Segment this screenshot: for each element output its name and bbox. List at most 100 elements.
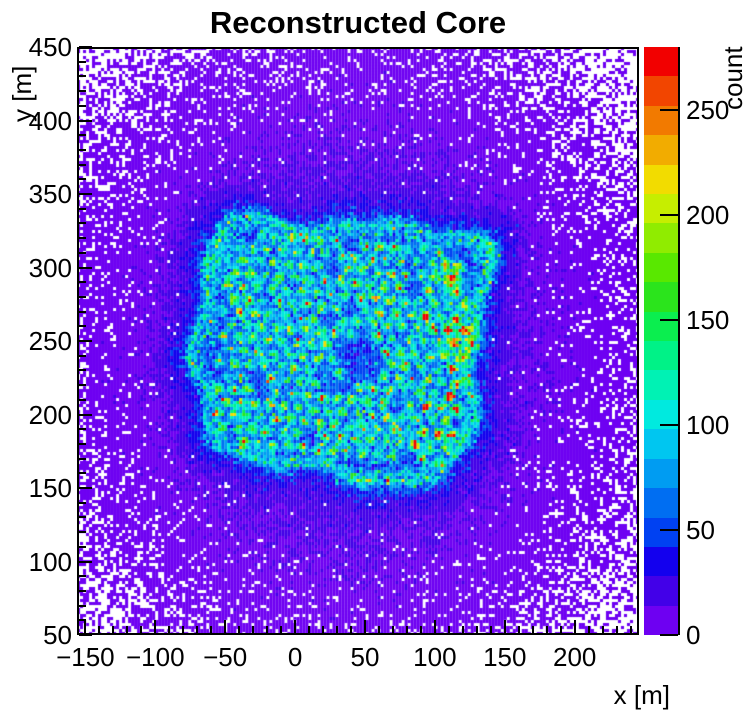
colorbar-band <box>644 76 678 106</box>
y-minor-tick <box>79 545 86 548</box>
y-tick-label: 150 <box>28 473 72 503</box>
y-minor-tick <box>79 310 86 313</box>
x-major-tick <box>294 620 297 633</box>
colorbar-band <box>644 164 678 195</box>
x-minor-tick <box>182 626 185 633</box>
x-major-tick <box>224 620 227 633</box>
colorbar-tick-label: 50 <box>686 515 715 545</box>
colorbar-band <box>644 223 678 253</box>
x-minor-tick <box>336 626 339 633</box>
colorbar-band <box>644 370 678 400</box>
x-minor-tick <box>489 626 492 633</box>
colorbar-band <box>644 135 678 165</box>
y-minor-tick <box>79 325 86 328</box>
y-tick-label: 350 <box>28 179 72 209</box>
x-major-tick <box>84 620 87 633</box>
x-minor-tick <box>545 626 548 633</box>
y-minor-tick <box>79 222 86 225</box>
x-minor-tick <box>280 626 283 633</box>
y-minor-tick <box>79 60 86 63</box>
x-major-tick <box>573 620 576 633</box>
colorbar-tick <box>660 109 678 111</box>
y-minor-tick <box>79 281 86 284</box>
y-major-tick <box>79 634 92 636</box>
heatmap-canvas <box>77 47 639 635</box>
x-minor-tick <box>517 626 520 633</box>
colorbar-tick-label: 200 <box>686 200 730 230</box>
y-axis-title: y [m] <box>7 65 37 122</box>
plot-title: Reconstructed Core <box>209 5 507 40</box>
colorbar-tick <box>660 319 678 321</box>
y-minor-tick <box>79 398 86 401</box>
y-minor-tick <box>79 104 86 107</box>
colorbar-band <box>644 458 678 489</box>
x-minor-tick <box>322 626 325 633</box>
x-minor-tick <box>126 626 129 633</box>
y-minor-tick <box>79 575 86 578</box>
y-minor-tick <box>79 163 86 166</box>
y-minor-tick <box>79 428 86 431</box>
x-minor-tick <box>266 626 269 633</box>
y-tick-label: 100 <box>28 546 72 577</box>
colorbar-tick <box>660 634 678 636</box>
colorbar-band <box>644 311 678 342</box>
x-minor-tick <box>238 626 241 633</box>
x-minor-tick <box>405 626 408 633</box>
x-minor-tick <box>475 626 478 633</box>
x-minor-tick <box>112 626 115 633</box>
colorbar-band <box>644 429 678 459</box>
x-tick-label: 100 <box>413 642 457 672</box>
x-major-tick <box>503 620 506 633</box>
colorbar-band <box>644 605 678 636</box>
y-major-tick <box>79 193 92 195</box>
x-tick-label: 50 <box>350 642 380 672</box>
y-minor-tick <box>79 604 86 607</box>
y-minor-tick <box>79 251 86 254</box>
y-minor-tick <box>79 619 86 622</box>
y-minor-tick <box>79 457 86 460</box>
x-minor-tick <box>419 626 422 633</box>
x-tick-label: −100 <box>125 642 185 672</box>
y-major-tick <box>79 487 92 489</box>
y-major-tick <box>79 413 92 416</box>
y-tick-label: 250 <box>28 326 72 356</box>
x-minor-tick <box>98 626 101 633</box>
y-tick-label: 450 <box>28 32 72 62</box>
y-minor-tick <box>79 90 86 93</box>
x-minor-tick <box>308 626 311 633</box>
colorbar-tick <box>660 214 678 216</box>
colorbar-band <box>644 576 678 606</box>
x-major-tick <box>363 620 366 633</box>
x-minor-tick <box>350 626 352 633</box>
colorbar-title: count <box>718 46 746 110</box>
y-minor-tick <box>79 178 86 181</box>
colorbar-band <box>644 194 678 224</box>
y-minor-tick <box>79 134 86 137</box>
x-minor-tick <box>447 626 450 633</box>
x-minor-tick <box>559 626 562 633</box>
y-minor-tick <box>79 148 86 151</box>
y-minor-tick <box>79 384 86 387</box>
y-tick-label: 200 <box>28 399 72 430</box>
colorbar-band <box>644 546 678 577</box>
colorbar <box>644 47 680 636</box>
colorbar-band <box>644 282 678 312</box>
x-tick-label: −150 <box>56 642 115 672</box>
colorbar-band <box>644 341 678 371</box>
y-major-tick <box>79 340 92 342</box>
x-tick-label: −50 <box>203 642 248 672</box>
colorbar-tick-label: 150 <box>686 305 730 335</box>
y-major-tick <box>79 560 92 563</box>
y-major-tick <box>79 119 92 122</box>
y-minor-tick <box>79 295 86 298</box>
colorbar-band <box>644 252 678 283</box>
x-tick-label: 150 <box>483 642 527 672</box>
y-minor-tick <box>79 237 86 240</box>
y-minor-tick <box>79 369 86 372</box>
x-minor-tick <box>629 626 632 633</box>
colorbar-tick-label: 100 <box>686 410 730 440</box>
y-minor-tick <box>79 516 86 519</box>
colorbar-band <box>644 517 678 547</box>
y-minor-tick <box>79 354 86 357</box>
